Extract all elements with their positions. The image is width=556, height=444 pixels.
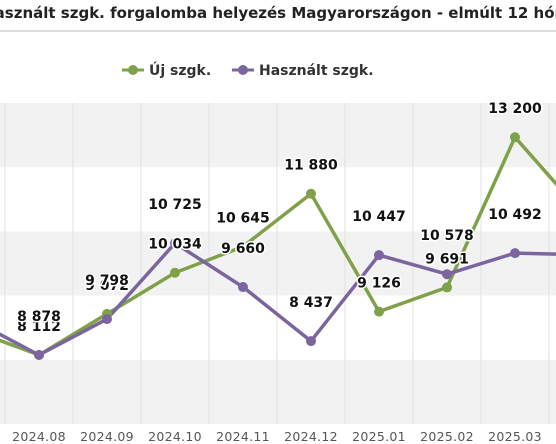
data-point — [170, 267, 180, 278]
data-label: 11 880 — [284, 158, 338, 174]
data-label: 10 725 — [148, 197, 202, 213]
data-point — [374, 306, 384, 317]
data-point — [238, 241, 248, 252]
data-label: 9 660 — [221, 241, 265, 257]
data-point — [442, 282, 452, 293]
data-label: 8 878 — [17, 309, 61, 325]
grid-band — [0, 103, 556, 168]
grid-band — [0, 231, 556, 296]
data-point — [510, 248, 520, 259]
data-point — [442, 269, 452, 280]
grid-band — [0, 359, 556, 424]
x-tick-label: 2024.10 — [148, 429, 202, 444]
x-tick-label: 2024.08 — [12, 429, 66, 444]
x-tick-label: 2024.09 — [80, 429, 134, 444]
data-label: 9 126 — [357, 276, 401, 292]
data-point — [306, 188, 316, 199]
data-point — [306, 336, 316, 347]
legend-marker — [128, 65, 138, 75]
x-tick-label: 2024.12 — [284, 429, 338, 444]
data-point — [238, 282, 248, 293]
data-label: 10 578 — [420, 228, 474, 244]
data-label: 8 437 — [289, 295, 333, 311]
chart-title: használt szgk. forgalomba helyezés Magya… — [0, 4, 556, 22]
data-point — [374, 250, 384, 261]
grid-band — [0, 167, 556, 232]
series-line — [0, 135, 556, 357]
data-label: 13 200 — [488, 101, 542, 117]
data-point — [102, 314, 112, 325]
data-label: 9 691 — [425, 251, 469, 267]
legend-label: Használt szgk. — [259, 63, 374, 79]
x-tick-label: 2024.11 — [216, 429, 270, 444]
data-label: 8 112 — [17, 319, 61, 335]
x-tick-label: 2025.01 — [352, 429, 406, 444]
legend-marker — [238, 65, 248, 75]
data-label: 9 798 — [85, 273, 129, 289]
x-tick-label: 2025.02 — [420, 429, 474, 444]
data-label: 10 447 — [352, 209, 406, 225]
data-label: 10 492 — [488, 207, 542, 223]
data-point — [510, 132, 520, 143]
data-label: 9 072 — [85, 278, 129, 294]
series-line — [0, 241, 556, 357]
legend-label: Új szgk. — [149, 61, 211, 79]
data-label: 10 645 — [216, 211, 270, 227]
data-label: 10 034 — [148, 237, 202, 253]
x-tick-label: 2025.03 — [488, 429, 542, 444]
data-point — [34, 350, 44, 361]
data-point — [170, 238, 180, 249]
